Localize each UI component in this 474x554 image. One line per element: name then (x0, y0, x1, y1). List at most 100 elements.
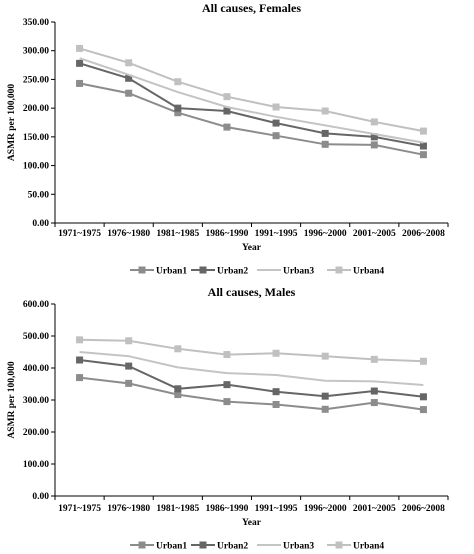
series-line-urban1 (79, 82, 424, 156)
data-point-urban1 (419, 151, 427, 159)
x-tick-label: 1991~1995 (255, 504, 298, 514)
x-axis-title: Year (242, 243, 262, 253)
legend: Urban1 Urban2 Urban3 Urban4 (130, 266, 384, 277)
x-tick-label: 1991~1995 (255, 229, 298, 239)
series-line-urban3 (79, 57, 424, 144)
data-point-urban2 (76, 356, 84, 364)
y-axis-title: ASMR per 100,000 (7, 361, 17, 438)
legend-label: Urban1 (156, 542, 187, 552)
x-tick-label: 1971~1975 (58, 504, 101, 514)
legend-label: Urban4 (353, 267, 384, 277)
x-axis-title: Year (242, 518, 262, 528)
data-point-urban2 (272, 388, 280, 396)
x-tick-label: 2001~2005 (353, 504, 396, 514)
chart-2: All causes, Males 0.00 100.00 200.00 300.00 4… (7, 285, 449, 552)
data-point-urban2 (321, 129, 329, 137)
x-tick-label: 2001~2005 (353, 229, 396, 239)
y-tick-label: 250.00 (23, 75, 49, 85)
data-point-urban2 (125, 362, 133, 370)
data-point-urban4 (125, 337, 133, 345)
data-point-urban4 (321, 352, 329, 360)
x-tick-label: 1986~1990 (205, 504, 248, 514)
data-point-urban2 (223, 107, 231, 115)
data-point-urban1 (321, 405, 329, 413)
series-line-urban1 (79, 376, 424, 411)
data-point-urban2 (419, 393, 427, 401)
data-point-urban4 (370, 355, 378, 363)
data-point-urban4 (174, 78, 182, 86)
data-point-urban4 (321, 107, 329, 115)
legend-label: Urban2 (217, 267, 248, 277)
x-tick-label: 1971~1975 (58, 229, 101, 239)
data-point-urban1 (76, 374, 84, 382)
data-point-urban1 (223, 398, 231, 406)
data-point-urban2 (321, 392, 329, 400)
data-point-urban4 (223, 351, 231, 359)
data-point-urban4 (419, 127, 427, 135)
data-point-urban1 (370, 399, 378, 407)
data-point-urban2 (174, 104, 182, 112)
y-tick-label: 150.00 (23, 133, 49, 143)
data-point-urban4 (370, 118, 378, 126)
data-point-urban1 (125, 89, 133, 97)
data-point-urban2 (76, 59, 84, 67)
series-line-urban2 (79, 359, 424, 398)
data-point-urban1 (125, 379, 133, 387)
legend-label: Urban2 (217, 542, 248, 552)
data-point-urban1 (174, 391, 182, 399)
data-point-urban1 (370, 141, 378, 149)
y-tick-label: 100.00 (23, 460, 49, 470)
legend-swatch-marker (199, 266, 207, 274)
data-point-urban4 (272, 103, 280, 111)
y-tick-label: 50.00 (28, 190, 50, 200)
chart-title: All causes, Males (208, 285, 296, 299)
data-point-urban2 (174, 385, 182, 393)
data-point-urban1 (321, 140, 329, 148)
data-point-urban2 (419, 142, 427, 150)
y-tick-label: 400.00 (23, 364, 49, 374)
y-tick-label: 350.00 (23, 18, 49, 28)
series-line-urban4 (79, 47, 424, 133)
data-point-urban2 (223, 381, 231, 389)
x-tick-label: 1986~1990 (205, 229, 248, 239)
data-point-urban1 (76, 79, 84, 87)
y-axis-title: ASMR per 100,000 (7, 84, 17, 161)
x-tick-label: 1981~1985 (156, 229, 199, 239)
legend-label: Urban3 (283, 542, 314, 552)
data-point-urban1 (174, 109, 182, 117)
y-tick-label: 100.00 (23, 162, 49, 172)
x-tick-label: 1996~2000 (304, 229, 347, 239)
legend: Urban1 Urban2 Urban3 Urban4 (130, 541, 384, 552)
data-point-urban4 (223, 93, 231, 101)
x-tick-label: 1976~1980 (107, 229, 150, 239)
y-tick-label: 500.00 (23, 332, 49, 342)
y-tick-label: 600.00 (23, 300, 49, 310)
series-line-urban3 (79, 351, 424, 386)
data-point-urban4 (174, 345, 182, 353)
data-point-urban2 (370, 387, 378, 395)
x-tick-label: 1996~2000 (304, 504, 347, 514)
data-point-urban4 (272, 349, 280, 357)
y-tick-label: 300.00 (23, 396, 49, 406)
data-point-urban1 (272, 400, 280, 408)
legend-swatch-marker (199, 541, 207, 549)
chart-title: All causes, Females (202, 1, 301, 15)
y-tick-label: 200.00 (23, 428, 49, 438)
series-line-urban4 (79, 338, 424, 363)
data-point-urban2 (272, 119, 280, 127)
legend-label: Urban4 (353, 542, 384, 552)
data-point-urban2 (370, 133, 378, 141)
x-tick-label: 1976~1980 (107, 504, 150, 514)
legend-swatch-marker (138, 541, 146, 549)
legend-label: Urban3 (283, 267, 314, 277)
x-tick-label: 1981~1985 (156, 504, 199, 514)
data-point-urban4 (419, 357, 427, 365)
legend-swatch-marker (138, 266, 146, 274)
data-point-urban4 (125, 59, 133, 67)
x-tick-label: 2006~2008 (402, 504, 445, 514)
data-point-urban1 (419, 406, 427, 414)
legend-label: Urban1 (156, 267, 187, 277)
x-tick-label: 2006~2008 (402, 229, 445, 239)
data-point-urban4 (76, 336, 84, 344)
